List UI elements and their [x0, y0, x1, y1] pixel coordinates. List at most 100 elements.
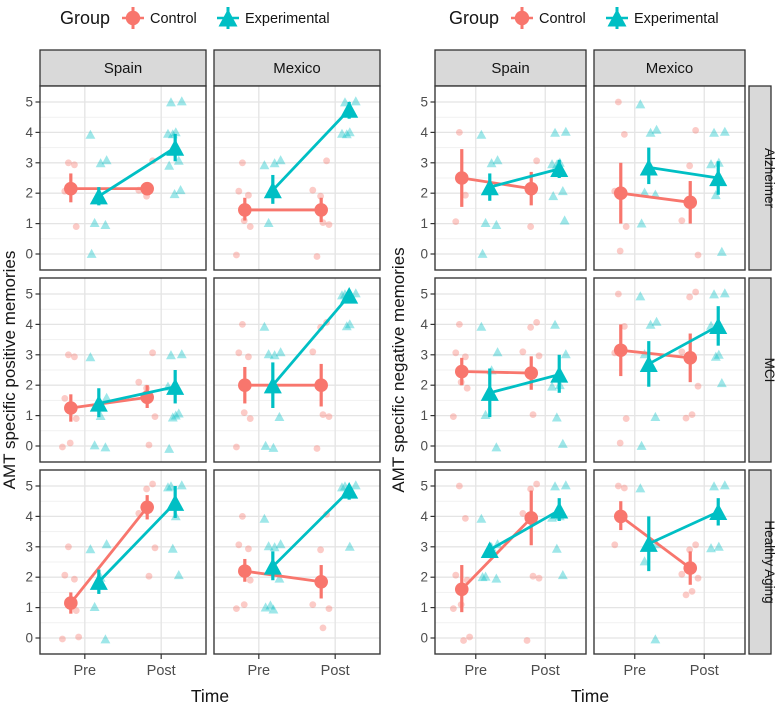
panel-alzheimer-spain: 0 1 2 3 4 5	[420, 85, 587, 271]
jitter-point	[235, 187, 243, 195]
x-tick-label: Post	[321, 663, 350, 679]
jitter-point	[72, 415, 80, 422]
x-axis-title: Time	[191, 686, 229, 706]
jitter-point	[344, 319, 355, 329]
jitter-point	[101, 155, 112, 165]
jitter-point	[461, 353, 469, 361]
legend-marker-experimental	[217, 7, 239, 29]
series-experimental	[639, 306, 728, 387]
mean-marker	[64, 596, 78, 610]
jitter-point	[175, 185, 186, 195]
jitter-point	[89, 440, 100, 450]
mean-marker	[524, 366, 539, 380]
jitter-point	[463, 384, 471, 392]
jitter-point	[274, 411, 285, 421]
jitter-point	[694, 382, 702, 390]
jitter-point	[622, 415, 630, 422]
jitter-point	[651, 316, 662, 326]
jitter-point	[163, 482, 173, 492]
jitter-point	[143, 485, 150, 493]
jitter-point	[449, 605, 457, 612]
jitter-point	[636, 218, 647, 228]
mean-marker	[340, 101, 359, 118]
jitter-point	[622, 223, 630, 231]
jitter-point	[639, 187, 650, 197]
jitter-point	[135, 378, 143, 386]
jitter-point	[317, 546, 324, 554]
jitter-point	[101, 392, 112, 402]
jitter-point	[713, 349, 724, 359]
y-tick-label: 1	[420, 600, 428, 615]
jitter-point	[240, 601, 248, 608]
jitter-point	[492, 155, 503, 165]
series-experimental	[89, 370, 185, 418]
jitter-point	[173, 155, 184, 165]
jitter-point	[449, 413, 457, 420]
panel-alzheimer-mexico	[213, 85, 381, 271]
jitter-point	[719, 480, 730, 490]
series-experimental	[639, 498, 728, 572]
jitter-point	[523, 637, 531, 644]
mean-marker	[263, 181, 282, 199]
jitter-point	[100, 442, 111, 452]
jitter-point	[476, 129, 487, 139]
jitter-point	[639, 556, 650, 566]
facet-strip-mexico: Mexico	[213, 49, 381, 87]
series-experimental	[89, 133, 185, 206]
jitter-point	[550, 319, 560, 329]
jitter-point	[170, 127, 181, 137]
jitter-point	[86, 248, 97, 258]
mean-marker	[639, 535, 658, 552]
y-tick-label: 0	[420, 439, 428, 454]
jitter-point	[688, 411, 696, 418]
jitter-point	[166, 97, 176, 107]
mean-marker	[613, 186, 628, 200]
jitter-point	[719, 126, 730, 136]
jitter-point	[259, 513, 270, 523]
jitter-point	[240, 409, 248, 416]
jitter-point	[547, 381, 557, 391]
jitter-point	[560, 126, 571, 136]
jitter-point	[491, 442, 502, 452]
jitter-point	[529, 411, 537, 418]
mean-marker	[683, 561, 698, 575]
jitter-point	[678, 570, 686, 578]
panel-healthy-aging-spain: 0 1 2 3 4 5 Pre Post	[420, 469, 587, 679]
jitter-point	[678, 348, 686, 356]
series-experimental	[480, 354, 569, 418]
panel-mci-mexico	[213, 277, 381, 463]
legend-title: Group	[449, 8, 499, 28]
jitter-point	[476, 321, 487, 331]
facet-strip-spain: Spain	[39, 49, 207, 87]
jitter-point	[245, 545, 252, 553]
jitter-point	[309, 601, 317, 608]
jitter-point	[85, 129, 96, 139]
jitter-point	[519, 348, 527, 356]
figure-negative-memories: Group Control Experimental Spain Mexico Alzhe…	[389, 0, 777, 714]
jitter-point	[274, 573, 285, 583]
jitter-point	[72, 607, 80, 614]
jitter-point	[455, 482, 463, 490]
mean-marker	[314, 203, 328, 217]
mean-marker	[639, 158, 658, 176]
svg-text:Alzheimer: Alzheimer	[762, 148, 777, 209]
y-tick-label: 3	[25, 155, 33, 170]
jitter-point	[491, 573, 502, 583]
jitter-point	[341, 129, 352, 139]
y-tick-label: 3	[25, 347, 33, 362]
panel-mci-spain: 0 1 2 3 4 5	[420, 277, 587, 463]
jitter-point	[692, 541, 700, 549]
y-tick-label: 5	[25, 287, 33, 302]
y-tick-label: 4	[420, 509, 428, 524]
y-tick-label: 3	[25, 539, 33, 554]
jitter-point	[548, 191, 559, 201]
jitter-point	[688, 588, 696, 595]
series-experimental	[639, 147, 728, 195]
series-control	[238, 558, 328, 599]
legend-marker-experimental	[606, 7, 628, 29]
mean-marker	[524, 181, 539, 196]
jitter-point	[89, 601, 100, 611]
jitter-point	[682, 414, 690, 422]
jitter-point	[167, 412, 178, 422]
